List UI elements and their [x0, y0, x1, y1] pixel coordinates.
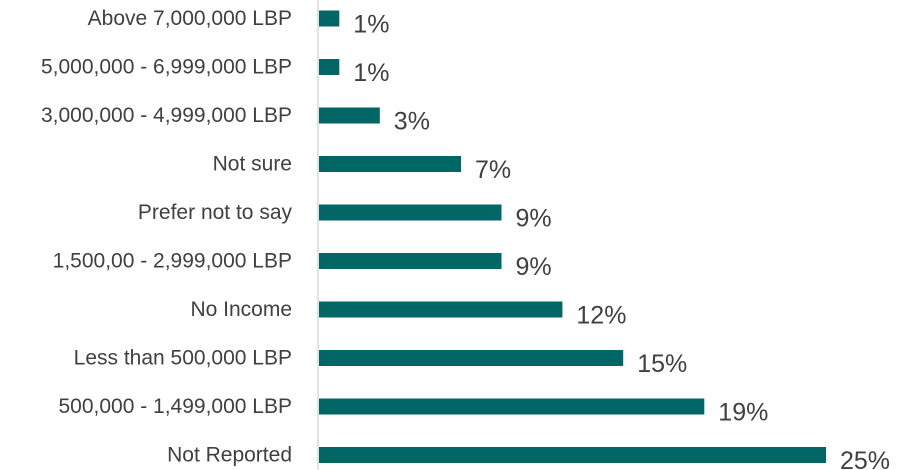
category-label: 3,000,000 - 4,999,000 LBP [41, 104, 292, 127]
bar [319, 107, 380, 124]
bar [319, 350, 624, 366]
value-label: 15% [637, 350, 687, 378]
category-label: 5,000,000 - 6,999,000 LBP [41, 56, 292, 79]
value-label: 1% [353, 11, 389, 39]
bar [319, 253, 502, 269]
bars-layer [319, 10, 826, 463]
bar [319, 447, 826, 463]
category-label: No Income [190, 298, 292, 321]
value-label: 3% [394, 108, 430, 136]
bar [319, 301, 563, 318]
category-label: Above 7,000,000 LBP [88, 7, 292, 30]
value-label: 19% [718, 399, 768, 427]
category-label: Prefer not to say [138, 201, 293, 224]
category-label: Not sure [213, 153, 292, 176]
bar [319, 10, 340, 27]
value-label: 9% [516, 205, 552, 233]
bar [319, 156, 461, 172]
category-label: Not Reported [167, 444, 292, 467]
category-label: Less than 500,000 LBP [74, 347, 292, 370]
labels-layer: Above 7,000,000 LBP 1% 5,000,000 - 6,999,0… [41, 7, 890, 470]
value-label: 9% [516, 253, 552, 281]
category-label: 500,000 - 1,499,000 LBP [58, 395, 292, 418]
category-label: 1,500,00 - 2,999,000 LBP [53, 250, 292, 273]
bar [319, 204, 502, 221]
value-label: 25% [840, 447, 890, 470]
bar [319, 398, 705, 415]
value-label: 7% [475, 156, 511, 184]
value-label: 1% [353, 59, 389, 87]
value-label: 12% [576, 302, 626, 330]
bar [319, 59, 340, 75]
